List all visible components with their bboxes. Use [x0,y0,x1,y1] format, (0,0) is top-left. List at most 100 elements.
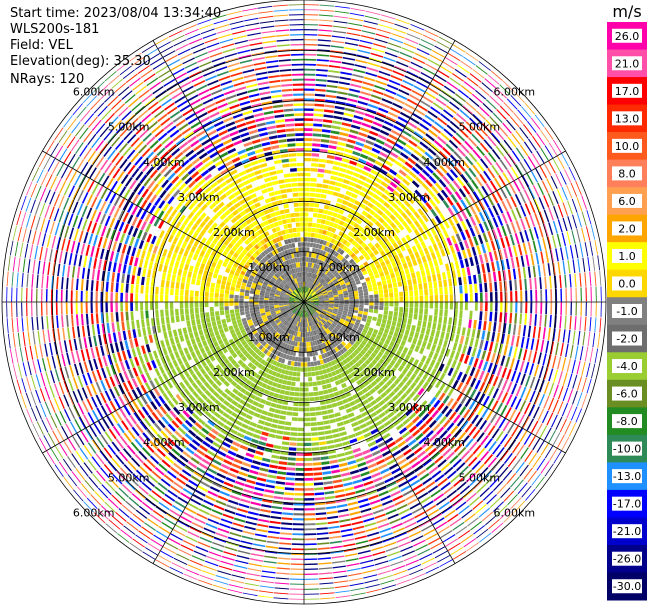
radar-gate [376,317,382,323]
radar-gate [350,320,356,325]
radar-gate [377,351,384,358]
radar-gate [525,254,530,267]
radar-gate [309,407,316,412]
radar-gate [258,595,273,599]
radar-gate [443,109,454,118]
radar-gate [187,530,200,538]
radar-gate [411,429,421,437]
radar-gate [486,351,492,362]
radar-gate [249,343,256,349]
radar-gate [320,138,330,143]
radar-gate [284,305,290,308]
radar-gate [382,221,389,228]
radar-gate [549,314,552,328]
radar-gate [323,225,329,231]
radar-gate [520,218,526,230]
radar-gate [453,428,463,438]
radar-gate [95,453,105,465]
radar-gate [399,152,409,160]
radar-gate [461,384,468,394]
radar-gate [525,302,528,314]
radar-gate [350,371,357,377]
radar-gate [231,574,246,579]
radar-gate [208,362,215,370]
radar-gate [276,345,282,351]
radar-gate [405,255,411,263]
radar-gate [472,479,484,490]
radar-gate [316,334,321,340]
radar-gate [327,79,339,84]
radar-gate [314,302,320,304]
radar-gate [319,320,325,326]
radar-gate [305,311,308,317]
radar-gate [263,335,269,341]
radar-gate [305,292,308,298]
radar-gate [372,286,378,291]
radar-gate [354,200,361,206]
radar-gate [358,310,364,315]
radar-gate [333,280,339,285]
radar-gate [285,338,290,344]
radar-gate [410,135,421,143]
radar-gate [449,333,455,342]
radar-gate [493,177,502,189]
radar-gate [444,302,449,310]
radar-gate [324,394,330,400]
radar-gate [463,408,471,419]
radar-gate [433,281,438,289]
radar-gate [327,319,333,324]
radar-gate [307,294,311,299]
radar-gate [442,419,451,428]
radar-gate [123,525,136,535]
radar-gate [320,405,327,410]
radar-gate [275,326,281,332]
radar-gate [319,299,325,302]
radar-gate [183,573,198,580]
radar-gate [339,354,345,361]
radar-gate [413,367,421,375]
radar-gate [129,414,138,425]
radar-gate [140,384,148,394]
radar-gate [351,315,357,319]
radar-gate [492,375,499,387]
radar-gate [363,144,373,151]
radar-gate [36,421,44,435]
radar-gate [188,443,198,451]
radar-gate [434,205,442,214]
radar-gate [232,569,247,574]
radar-gate [490,240,496,251]
radar-gate [342,117,353,123]
radar-gate [114,342,120,353]
radar-gate [416,339,423,347]
radar-gate [332,191,340,197]
radar-gate [336,224,343,231]
radar-gate [401,375,409,384]
radar-gate [394,436,404,444]
radar-gate [366,330,373,336]
radar-gate [547,397,555,411]
radar-gate [328,221,335,227]
radar-gate [428,419,437,429]
radar-gate [293,330,297,336]
radar-gate [503,156,512,168]
radar-gate [389,151,399,159]
radar-gate [194,435,204,443]
radar-gate [76,433,85,446]
radar-gate [326,84,338,89]
radar-gate [273,377,280,383]
radar-gate [458,318,463,327]
radar-gate [350,261,357,267]
radar-gate [384,306,389,311]
radar-gate [193,357,200,365]
radar-gate [308,257,311,263]
radar-gate [481,407,489,418]
radar-gate [476,528,489,539]
radar-gate [313,118,323,122]
radar-gate [338,305,344,309]
radar-gate [274,388,281,394]
radar-gate [517,413,526,426]
radar-gate [107,498,119,509]
radar-gate [438,257,444,266]
radar-gate [320,272,325,278]
radar-gate [437,354,444,363]
